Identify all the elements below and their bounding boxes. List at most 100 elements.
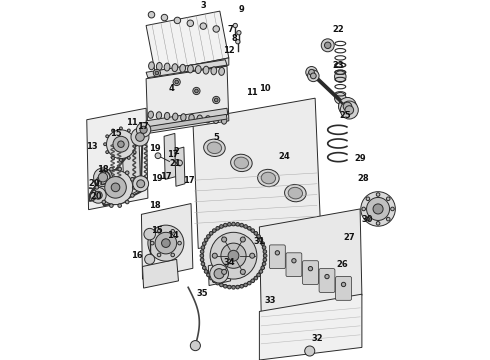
Text: 18: 18 <box>97 165 109 174</box>
Circle shape <box>127 157 130 159</box>
Text: 21: 21 <box>169 159 181 168</box>
Circle shape <box>259 270 263 273</box>
Circle shape <box>98 172 108 182</box>
Circle shape <box>112 157 115 159</box>
Circle shape <box>309 69 315 75</box>
Circle shape <box>257 235 260 238</box>
Circle shape <box>306 67 318 78</box>
Circle shape <box>221 237 227 242</box>
Text: 8: 8 <box>231 33 237 42</box>
Ellipse shape <box>213 116 219 123</box>
Circle shape <box>102 171 106 175</box>
Circle shape <box>120 159 122 162</box>
Circle shape <box>305 346 315 356</box>
Circle shape <box>195 89 198 93</box>
Circle shape <box>155 153 161 159</box>
Ellipse shape <box>288 187 302 199</box>
FancyBboxPatch shape <box>319 269 335 292</box>
Text: 3: 3 <box>200 1 206 10</box>
Ellipse shape <box>188 65 194 73</box>
Circle shape <box>213 96 220 104</box>
Circle shape <box>341 101 358 119</box>
Text: 5: 5 <box>213 132 219 141</box>
Circle shape <box>136 123 151 137</box>
Text: 18: 18 <box>149 201 161 210</box>
Circle shape <box>366 217 369 221</box>
Ellipse shape <box>180 64 186 72</box>
Circle shape <box>190 341 200 351</box>
Circle shape <box>137 180 145 188</box>
Circle shape <box>373 204 383 214</box>
Text: 11: 11 <box>246 87 258 96</box>
FancyBboxPatch shape <box>302 261 318 284</box>
Circle shape <box>95 185 98 189</box>
Circle shape <box>376 221 380 225</box>
Ellipse shape <box>148 111 153 118</box>
Circle shape <box>178 241 181 245</box>
Circle shape <box>345 106 354 114</box>
Circle shape <box>135 143 138 146</box>
Circle shape <box>216 281 220 285</box>
Circle shape <box>220 225 223 228</box>
Circle shape <box>125 171 129 175</box>
Circle shape <box>209 276 213 280</box>
Circle shape <box>157 253 161 257</box>
Circle shape <box>132 185 136 189</box>
Circle shape <box>200 254 204 257</box>
Circle shape <box>120 127 122 130</box>
Circle shape <box>204 270 208 273</box>
Polygon shape <box>146 108 228 127</box>
Text: 33: 33 <box>265 296 276 305</box>
Circle shape <box>171 253 174 257</box>
Circle shape <box>216 226 220 230</box>
Polygon shape <box>155 58 229 80</box>
Circle shape <box>214 269 224 279</box>
Ellipse shape <box>164 112 170 120</box>
Circle shape <box>140 126 147 134</box>
Ellipse shape <box>172 113 178 120</box>
Ellipse shape <box>156 112 162 119</box>
Ellipse shape <box>221 117 227 124</box>
Circle shape <box>339 98 357 116</box>
Polygon shape <box>259 294 362 360</box>
FancyBboxPatch shape <box>286 253 302 276</box>
Circle shape <box>110 204 113 207</box>
Text: 27: 27 <box>343 233 355 242</box>
Circle shape <box>202 266 206 270</box>
Circle shape <box>97 177 100 181</box>
FancyBboxPatch shape <box>270 245 285 269</box>
Circle shape <box>155 71 159 75</box>
Polygon shape <box>208 261 231 285</box>
Ellipse shape <box>189 114 194 122</box>
Ellipse shape <box>231 154 252 172</box>
Circle shape <box>251 279 255 283</box>
Circle shape <box>236 222 240 226</box>
Circle shape <box>366 197 369 201</box>
Text: 2: 2 <box>174 147 180 156</box>
Circle shape <box>175 80 178 84</box>
Circle shape <box>321 39 334 52</box>
Circle shape <box>200 250 204 253</box>
Circle shape <box>223 284 227 288</box>
Circle shape <box>244 225 247 228</box>
Text: 13: 13 <box>86 141 98 150</box>
Circle shape <box>136 133 144 141</box>
Circle shape <box>105 176 126 198</box>
Circle shape <box>220 283 223 287</box>
Circle shape <box>342 282 346 287</box>
Circle shape <box>193 87 200 95</box>
Circle shape <box>247 226 251 230</box>
Circle shape <box>171 229 174 233</box>
Ellipse shape <box>156 63 162 70</box>
Circle shape <box>263 258 267 262</box>
Text: 9: 9 <box>239 5 245 14</box>
Circle shape <box>263 254 267 257</box>
Circle shape <box>221 243 246 268</box>
Circle shape <box>201 246 205 249</box>
Polygon shape <box>143 259 178 288</box>
Text: 26: 26 <box>336 260 348 269</box>
Ellipse shape <box>261 172 275 184</box>
Circle shape <box>387 197 390 201</box>
Circle shape <box>155 232 177 254</box>
Circle shape <box>213 26 220 32</box>
